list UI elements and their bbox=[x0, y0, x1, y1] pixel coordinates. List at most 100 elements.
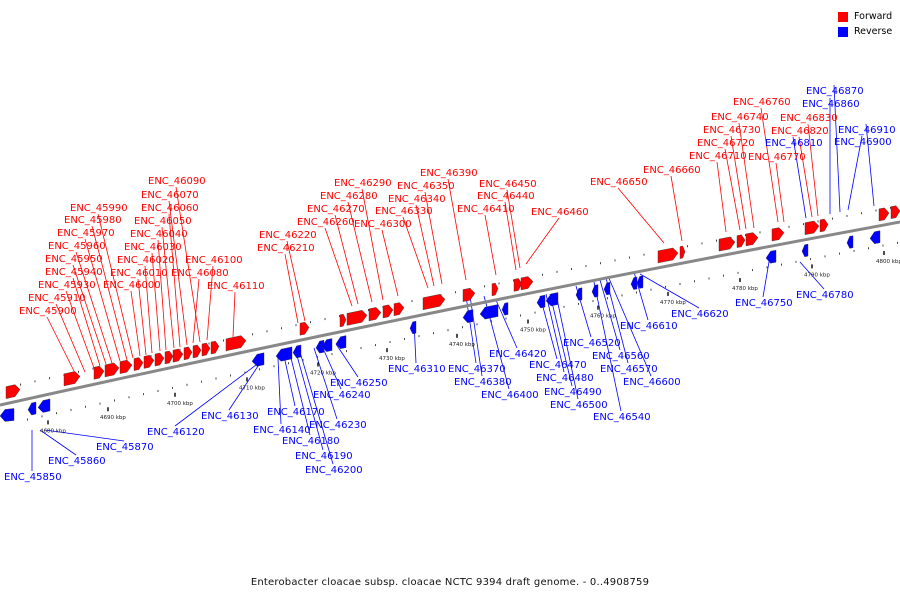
reverse-gene-arrow[interactable] bbox=[462, 309, 474, 323]
forward-gene-arrow[interactable] bbox=[172, 348, 184, 363]
reverse-gene-arrow[interactable] bbox=[292, 344, 302, 359]
reverse-gene-label[interactable]: ENC_46620 bbox=[671, 309, 729, 320]
reverse-gene-label[interactable]: ENC_46240 bbox=[313, 390, 371, 401]
forward-gene-label[interactable]: ENC_46040 bbox=[130, 229, 188, 240]
reverse-gene-arrow[interactable] bbox=[591, 284, 599, 298]
reverse-gene-label[interactable]: ENC_46250 bbox=[330, 378, 388, 389]
forward-gene-label[interactable]: ENC_46730 bbox=[703, 125, 761, 136]
forward-gene-label[interactable]: ENC_46340 bbox=[388, 194, 446, 205]
forward-gene-label[interactable]: ENC_46390 bbox=[420, 168, 478, 179]
reverse-gene-arrow[interactable] bbox=[409, 320, 417, 335]
reverse-gene-arrow[interactable] bbox=[251, 352, 265, 367]
reverse-gene-arrow[interactable] bbox=[869, 230, 881, 244]
forward-gene-label[interactable]: ENC_46000 bbox=[103, 280, 161, 291]
forward-gene-label[interactable]: ENC_45950 bbox=[45, 254, 103, 265]
forward-gene-arrow[interactable] bbox=[878, 207, 890, 222]
forward-gene-label[interactable]: ENC_46760 bbox=[733, 97, 791, 108]
forward-gene-label[interactable]: ENC_45940 bbox=[45, 267, 103, 278]
reverse-gene-label[interactable]: ENC_46400 bbox=[481, 390, 539, 401]
reverse-gene-label[interactable]: ENC_46610 bbox=[620, 321, 678, 332]
reverse-gene-label[interactable]: ENC_46130 bbox=[201, 411, 259, 422]
forward-gene-arrow[interactable] bbox=[5, 384, 21, 399]
forward-gene-arrow[interactable] bbox=[299, 321, 310, 336]
reverse-gene-label[interactable]: ENC_46140 bbox=[253, 425, 311, 436]
forward-gene-arrow[interactable] bbox=[819, 218, 829, 233]
forward-gene-arrow[interactable] bbox=[201, 342, 211, 357]
forward-gene-label[interactable]: ENC_46060 bbox=[141, 203, 199, 214]
forward-gene-label[interactable]: ENC_46770 bbox=[748, 152, 806, 163]
forward-gene-arrow[interactable] bbox=[491, 282, 499, 296]
forward-gene-label[interactable]: ENC_45900 bbox=[19, 306, 77, 317]
forward-gene-label[interactable]: ENC_46010 bbox=[110, 268, 168, 279]
reverse-gene-label[interactable]: ENC_46780 bbox=[796, 290, 854, 301]
forward-gene-label[interactable]: ENC_46260 bbox=[297, 217, 355, 228]
forward-gene-label[interactable]: ENC_46080 bbox=[171, 268, 229, 279]
reverse-gene-arrow[interactable] bbox=[27, 401, 37, 416]
reverse-gene-label[interactable]: ENC_46230 bbox=[309, 420, 367, 431]
forward-gene-arrow[interactable] bbox=[192, 344, 202, 359]
reverse-gene-arrow[interactable] bbox=[545, 292, 559, 307]
forward-gene-arrow[interactable] bbox=[210, 340, 220, 355]
forward-gene-label[interactable]: ENC_45910 bbox=[28, 293, 86, 304]
reverse-gene-label[interactable]: ENC_46600 bbox=[623, 377, 681, 388]
forward-gene-label[interactable]: ENC_46280 bbox=[320, 191, 378, 202]
reverse-gene-label[interactable]: ENC_46540 bbox=[593, 412, 651, 423]
reverse-gene-arrow[interactable] bbox=[801, 243, 809, 257]
reverse-gene-label[interactable]: ENC_46480 bbox=[536, 373, 594, 384]
forward-gene-label[interactable]: ENC_46100 bbox=[185, 255, 243, 266]
reverse-gene-arrow[interactable] bbox=[479, 304, 499, 320]
reverse-gene-label[interactable]: ENC_46380 bbox=[454, 377, 512, 388]
reverse-gene-arrow[interactable] bbox=[501, 302, 509, 316]
forward-gene-label[interactable]: ENC_46300 bbox=[354, 219, 412, 230]
forward-gene-label[interactable]: ENC_46650 bbox=[590, 177, 648, 188]
forward-gene-label[interactable]: ENC_46330 bbox=[375, 206, 433, 217]
reverse-gene-label[interactable]: ENC_46420 bbox=[489, 349, 547, 360]
forward-gene-arrow[interactable] bbox=[890, 205, 900, 219]
forward-gene-label[interactable]: ENC_46090 bbox=[148, 176, 206, 187]
forward-gene-arrow[interactable] bbox=[368, 307, 382, 322]
forward-gene-label[interactable]: ENC_46440 bbox=[477, 191, 535, 202]
forward-gene-label[interactable]: ENC_46740 bbox=[711, 112, 769, 123]
reverse-gene-arrow[interactable] bbox=[765, 249, 777, 264]
forward-gene-label[interactable]: ENC_46460 bbox=[531, 207, 589, 218]
reverse-gene-arrow[interactable] bbox=[630, 276, 638, 290]
forward-gene-arrow[interactable] bbox=[143, 355, 155, 369]
reverse-gene-arrow[interactable] bbox=[275, 346, 293, 362]
reverse-gene-label[interactable]: ENC_46180 bbox=[282, 436, 340, 447]
reverse-gene-arrow[interactable] bbox=[536, 294, 546, 309]
forward-gene-label[interactable]: ENC_45930 bbox=[38, 280, 96, 291]
forward-gene-arrow[interactable] bbox=[393, 302, 405, 316]
reverse-gene-arrow[interactable] bbox=[575, 287, 583, 301]
reverse-gene-arrow[interactable] bbox=[321, 338, 333, 352]
forward-gene-label[interactable]: ENC_46070 bbox=[141, 190, 199, 201]
reverse-gene-arrow[interactable] bbox=[0, 408, 15, 422]
forward-gene-arrow[interactable] bbox=[225, 335, 247, 352]
forward-gene-arrow[interactable] bbox=[339, 313, 347, 328]
forward-gene-label[interactable]: ENC_46270 bbox=[307, 204, 365, 215]
forward-gene-arrow[interactable] bbox=[382, 304, 394, 319]
reverse-gene-label[interactable]: ENC_46910 bbox=[838, 125, 896, 136]
reverse-gene-label[interactable]: ENC_45860 bbox=[48, 456, 106, 467]
forward-gene-label[interactable]: ENC_46830 bbox=[780, 113, 838, 124]
forward-gene-arrow[interactable] bbox=[93, 365, 105, 380]
forward-gene-label[interactable]: ENC_46050 bbox=[134, 216, 192, 227]
reverse-gene-label[interactable]: ENC_46120 bbox=[147, 427, 205, 438]
forward-gene-label[interactable]: ENC_45960 bbox=[48, 241, 106, 252]
forward-gene-label[interactable]: ENC_46720 bbox=[697, 138, 755, 149]
reverse-gene-label[interactable]: ENC_46470 bbox=[529, 360, 587, 371]
forward-gene-arrow[interactable] bbox=[745, 232, 759, 247]
forward-gene-arrow[interactable] bbox=[771, 227, 785, 242]
forward-gene-arrow[interactable] bbox=[520, 276, 534, 291]
forward-gene-arrow[interactable] bbox=[346, 310, 368, 326]
forward-gene-arrow[interactable] bbox=[679, 245, 686, 259]
forward-gene-label[interactable]: ENC_46030 bbox=[124, 242, 182, 253]
forward-gene-arrow[interactable] bbox=[736, 234, 746, 248]
forward-gene-arrow[interactable] bbox=[183, 346, 193, 361]
forward-gene-label[interactable]: ENC_46220 bbox=[259, 230, 317, 241]
forward-gene-label[interactable]: ENC_46210 bbox=[257, 243, 315, 254]
reverse-gene-label[interactable]: ENC_46900 bbox=[834, 137, 892, 148]
forward-gene-label[interactable]: ENC_46350 bbox=[397, 181, 455, 192]
reverse-gene-label[interactable]: ENC_46810 bbox=[765, 138, 823, 149]
forward-gene-arrow[interactable] bbox=[119, 359, 133, 374]
reverse-gene-label[interactable]: ENC_45850 bbox=[4, 472, 62, 483]
